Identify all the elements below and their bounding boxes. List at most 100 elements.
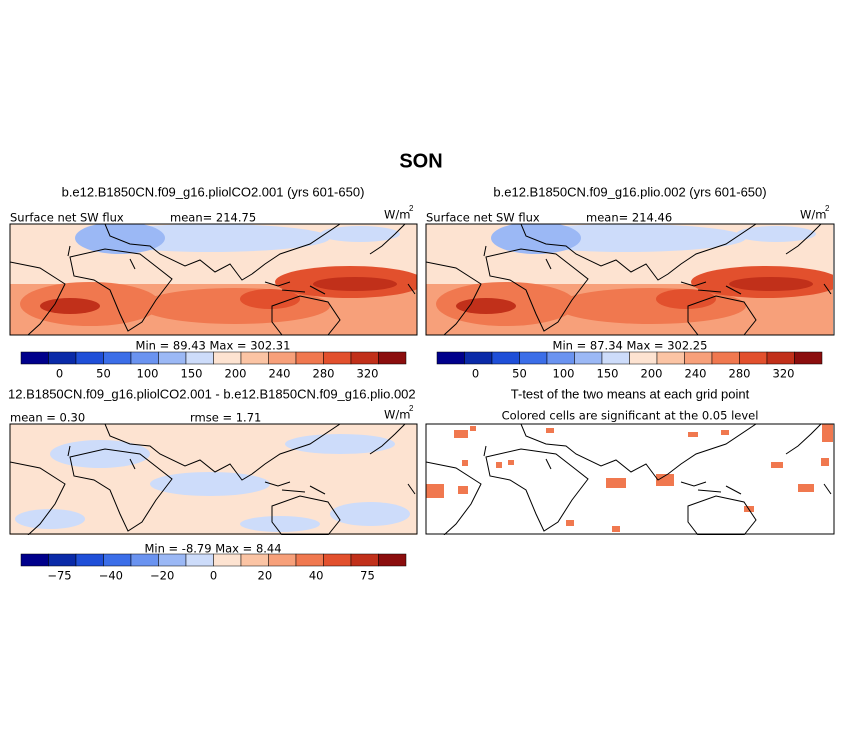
colorbar-box bbox=[378, 351, 407, 365]
colorbar: 0 50 100 150 200 240 280 320 bbox=[436, 351, 823, 381]
colorbar-box bbox=[20, 553, 49, 567]
colorbar-label: 50 bbox=[512, 367, 527, 381]
colorbar-box bbox=[766, 351, 795, 365]
colorbar-box bbox=[103, 553, 132, 567]
colorbar-label: 0 bbox=[210, 569, 217, 583]
colorbar-box bbox=[158, 553, 187, 567]
colorbar-box bbox=[295, 553, 324, 567]
field bbox=[10, 424, 417, 535]
colorbar-label: 320 bbox=[773, 367, 795, 381]
map-frame bbox=[425, 423, 835, 535]
colorbar-label: 150 bbox=[597, 367, 619, 381]
colorbar-label: 200 bbox=[641, 367, 663, 381]
colorbar-box bbox=[48, 553, 77, 567]
figure-title: SON bbox=[399, 150, 442, 172]
colorbar-box bbox=[574, 351, 603, 365]
colorbar-box bbox=[185, 553, 214, 567]
panel-title: T-test of the two means at each grid poi… bbox=[511, 386, 750, 401]
colorbar-box bbox=[268, 553, 297, 567]
colorbar-box bbox=[711, 351, 740, 365]
colorbar-box bbox=[130, 553, 159, 567]
colorbar-box bbox=[75, 351, 104, 365]
colorbar-box bbox=[519, 351, 548, 365]
map-frame bbox=[9, 223, 418, 336]
colorbar-label: −40 bbox=[99, 569, 123, 583]
colorbar-box bbox=[185, 351, 214, 365]
colorbar-box bbox=[130, 351, 159, 365]
colorbar: −75 −40 −20 0 20 40 75 bbox=[20, 553, 407, 583]
colorbar-box bbox=[323, 553, 352, 567]
colorbar-label: 0 bbox=[472, 367, 479, 381]
colorbar-box bbox=[629, 351, 658, 365]
colorbar-box bbox=[75, 553, 104, 567]
coastline bbox=[426, 424, 831, 535]
panel-title: 12.B1850CN.f09_g16.pliolCO2.001 - b.e12.… bbox=[8, 386, 416, 401]
colorbar-box bbox=[350, 553, 379, 567]
colorbar-box bbox=[213, 553, 242, 567]
map bbox=[425, 222, 841, 336]
colorbar-box bbox=[295, 351, 324, 365]
colorbar-label: 320 bbox=[357, 367, 379, 381]
map bbox=[9, 222, 425, 336]
colorbar-box bbox=[656, 351, 685, 365]
units-exp: 2 bbox=[409, 404, 414, 413]
colorbar-label: 240 bbox=[269, 367, 291, 381]
colorbar-box bbox=[213, 351, 242, 365]
colorbar-box bbox=[601, 351, 630, 365]
panel-label: mean = 0.30 bbox=[10, 411, 85, 425]
colorbar-box bbox=[48, 351, 77, 365]
colorbar-box bbox=[240, 553, 269, 567]
panel-subtitle: Colored cells are significant at the 0.0… bbox=[502, 409, 759, 423]
field bbox=[10, 222, 425, 335]
units: W/m bbox=[800, 208, 826, 222]
colorbar-label: 50 bbox=[96, 367, 111, 381]
panel-label: Surface net SW flux bbox=[426, 211, 540, 225]
colorbar-label: 280 bbox=[313, 367, 335, 381]
colorbar-box bbox=[546, 351, 575, 365]
units: W/m bbox=[384, 408, 410, 422]
colorbar-label: −75 bbox=[47, 569, 71, 583]
colorbar-label: 100 bbox=[137, 367, 159, 381]
mean-label: mean= 214.46 bbox=[586, 211, 672, 225]
colorbar-box bbox=[794, 351, 823, 365]
colorbar-label: 240 bbox=[685, 367, 707, 381]
colorbar-label: −20 bbox=[150, 569, 174, 583]
colorbar-label: 20 bbox=[258, 569, 273, 583]
units: W/m bbox=[384, 208, 410, 222]
mean-label: mean= 214.75 bbox=[170, 211, 256, 225]
colorbar-box bbox=[323, 351, 352, 365]
colorbar-label: 0 bbox=[56, 367, 63, 381]
colorbar-box bbox=[103, 351, 132, 365]
colorbar-box bbox=[268, 351, 297, 365]
colorbar-box bbox=[350, 351, 379, 365]
map bbox=[425, 423, 835, 535]
colorbar-box bbox=[684, 351, 713, 365]
colorbar-label: 75 bbox=[360, 569, 375, 583]
colorbar: 0 50 100 150 200 240 280 320 bbox=[20, 351, 407, 381]
panel-label: Surface net SW flux bbox=[10, 211, 124, 225]
colorbar-box bbox=[378, 553, 407, 567]
min-max: Min = -8.79 Max = 8.44 bbox=[144, 542, 281, 556]
colorbar-label: 100 bbox=[553, 367, 575, 381]
min-max: Min = 87.34 Max = 302.25 bbox=[553, 339, 708, 353]
colorbar-box bbox=[436, 351, 465, 365]
min-max: Min = 89.43 Max = 302.31 bbox=[136, 339, 291, 353]
field bbox=[426, 222, 841, 335]
mean-label: rmse = 1.71 bbox=[190, 411, 261, 425]
panel-title: b.e12.B1850CN.f09_g16.plio.002 (yrs 601-… bbox=[493, 184, 766, 199]
colorbar-box bbox=[20, 351, 49, 365]
colorbar-label: 200 bbox=[225, 367, 247, 381]
colorbar-label: 150 bbox=[181, 367, 203, 381]
colorbar-box bbox=[158, 351, 187, 365]
significant-cells bbox=[426, 424, 833, 532]
colorbar-box bbox=[464, 351, 493, 365]
colorbar-box bbox=[240, 351, 269, 365]
panel-title: b.e12.B1850CN.f09_g16.pliolCO2.001 (yrs … bbox=[62, 184, 365, 199]
map bbox=[9, 423, 418, 535]
map-frame bbox=[9, 423, 418, 535]
colorbar-box bbox=[491, 351, 520, 365]
colorbar-label: 40 bbox=[309, 569, 324, 583]
units-exp: 2 bbox=[825, 204, 830, 213]
colorbar-label: 280 bbox=[729, 367, 751, 381]
